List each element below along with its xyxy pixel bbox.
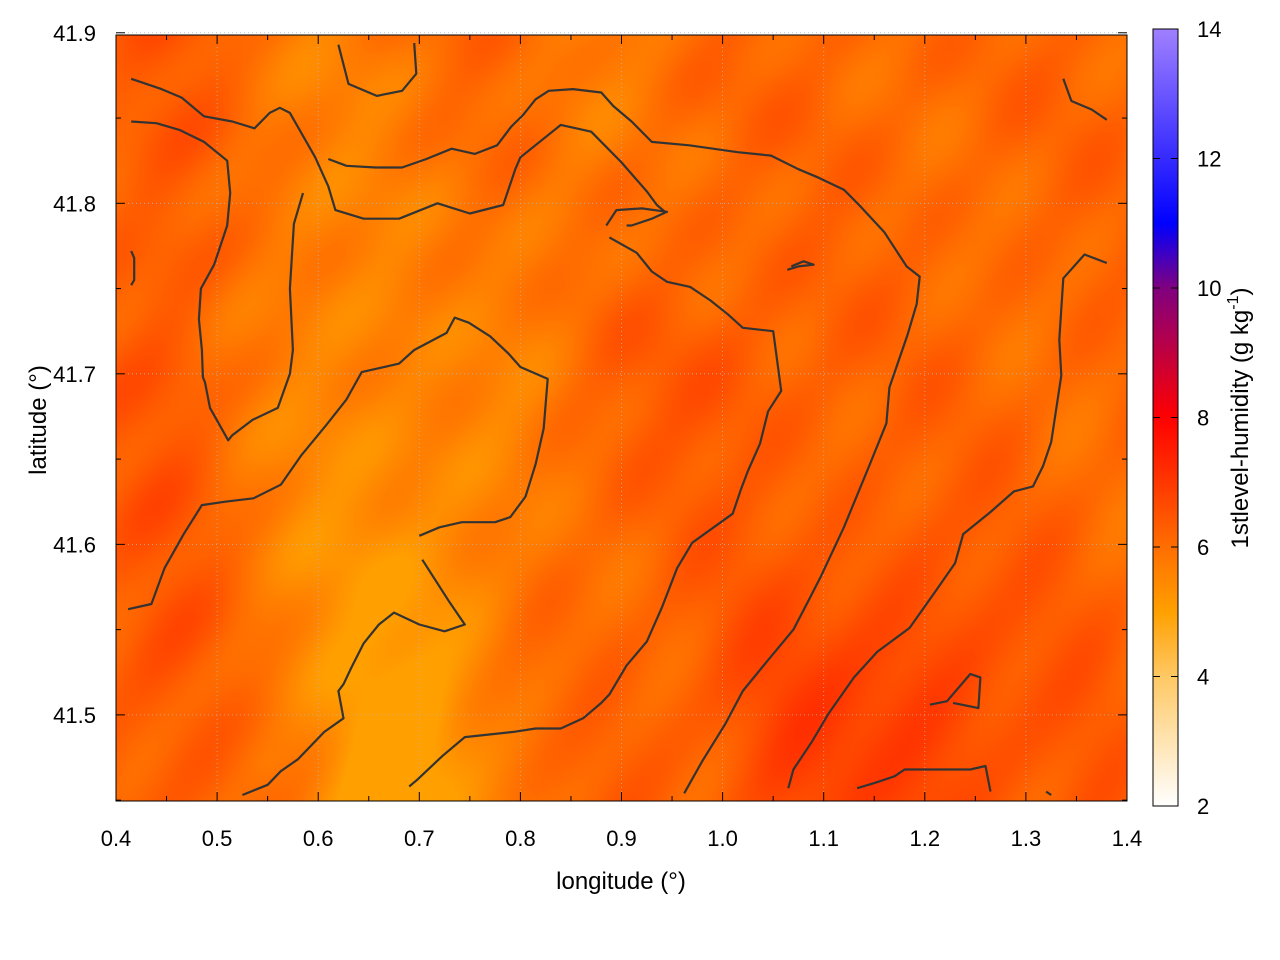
x-tick-label: 1.0 bbox=[707, 826, 738, 851]
colorbar-title-sup: -1 bbox=[1225, 295, 1242, 309]
contour-lines bbox=[127, 42, 1108, 797]
y-tick-label: 41.9 bbox=[53, 21, 96, 46]
contour-line bbox=[241, 559, 466, 797]
x-tick-label: 0.8 bbox=[505, 826, 536, 851]
plot-area bbox=[115, 32, 1128, 802]
contour-line bbox=[131, 120, 305, 442]
x-tick-label: 0.7 bbox=[404, 826, 435, 851]
colorbar-tick-label: 10 bbox=[1197, 276, 1221, 301]
x-tick-label: 1.3 bbox=[1011, 826, 1042, 851]
y-tick-label: 41.8 bbox=[53, 191, 96, 216]
contour-line bbox=[327, 87, 921, 794]
contour-line bbox=[786, 260, 815, 271]
colorbar-tick-label: 4 bbox=[1197, 665, 1209, 690]
axis-ticks bbox=[115, 32, 1128, 801]
contour-line bbox=[605, 207, 669, 227]
colorbar-tick-label: 14 bbox=[1197, 17, 1221, 42]
x-axis-title: longitude (°) bbox=[556, 868, 686, 895]
grid-lines bbox=[116, 32, 1127, 801]
x-tick-label: 0.4 bbox=[101, 826, 132, 851]
y-tick-labels: 41.5 41.6 41.7 41.8 41.9 bbox=[53, 21, 96, 728]
colorbar-title: 1stlevel-humidity (g kg-1) bbox=[1225, 288, 1254, 549]
contour-line bbox=[1045, 790, 1052, 796]
y-tick-label: 41.6 bbox=[53, 532, 96, 557]
x-tick-label: 0.6 bbox=[303, 826, 334, 851]
x-tick-label: 0.9 bbox=[606, 826, 637, 851]
x-tick-label: 0.5 bbox=[202, 826, 233, 851]
colorbar-tick-label: 6 bbox=[1197, 535, 1209, 560]
colorbar-tick-labels: 2 4 6 8 10 12 14 bbox=[1197, 17, 1221, 819]
x-tick-label: 1.4 bbox=[1112, 826, 1143, 851]
y-tick-label: 41.5 bbox=[53, 703, 96, 728]
contour-line bbox=[130, 250, 136, 286]
contour-line bbox=[856, 764, 992, 792]
colorbar-tick-label: 2 bbox=[1197, 794, 1209, 819]
contour-line bbox=[787, 253, 1108, 789]
contour-line bbox=[929, 672, 982, 710]
colorbar-title-end: ) bbox=[1227, 288, 1254, 296]
contour-line bbox=[130, 77, 666, 220]
y-axis-title: latitude (°) bbox=[25, 365, 52, 475]
colorbar-tick-label: 8 bbox=[1197, 406, 1209, 431]
contour-line bbox=[127, 316, 549, 611]
x-tick-label: 1.2 bbox=[910, 826, 941, 851]
contour-line bbox=[408, 236, 783, 788]
heatmap-field bbox=[116, 35, 1127, 801]
contour-line bbox=[337, 42, 418, 98]
colorbar-title-main: 1stlevel-humidity (g kg bbox=[1227, 310, 1254, 549]
x-tick-label: 1.1 bbox=[808, 826, 839, 851]
colorbar-ticks bbox=[1153, 28, 1178, 807]
y-tick-label: 41.7 bbox=[53, 362, 96, 387]
colorbar: 2 4 6 8 10 12 14 1stlevel-humidity (g kg-1) bbox=[1152, 17, 1254, 819]
contour-line bbox=[1062, 78, 1108, 121]
x-tick-labels: 0.4 0.5 0.6 0.7 0.8 0.9 1.0 1.1 1.2 1.3 1.4 bbox=[101, 826, 1143, 851]
colorbar-tick-label: 12 bbox=[1197, 147, 1221, 172]
